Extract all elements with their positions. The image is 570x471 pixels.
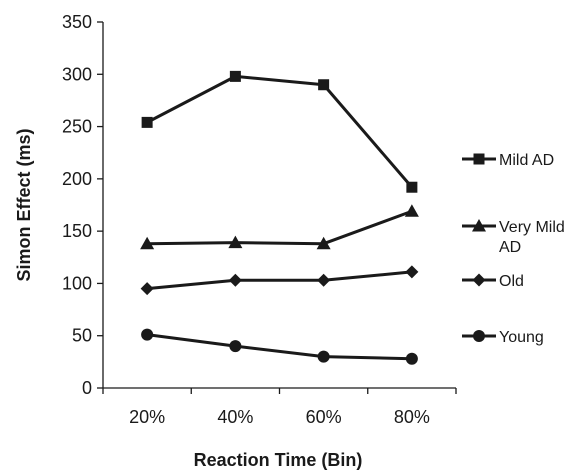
series-line-mild-ad <box>146 74 414 189</box>
data-point-very-mild-ad <box>316 236 331 250</box>
data-point-old <box>317 273 331 287</box>
y-tick-label: 150 <box>62 221 92 241</box>
y-tick-label: 350 <box>62 12 92 32</box>
legend-item-mild-ad: Mild AD <box>462 152 554 169</box>
x-tick-label: 80% <box>394 407 430 427</box>
series-very-mild-ad <box>140 204 419 250</box>
y-tick-label: 0 <box>82 378 92 398</box>
legend-label-young: Young <box>499 329 544 346</box>
y-axis-title: Simon Effect (ms) <box>14 128 34 281</box>
data-point-young <box>317 350 330 363</box>
data-point-old <box>228 273 242 287</box>
y-tick-label: 100 <box>62 273 92 293</box>
data-point-very-mild-ad <box>228 235 243 249</box>
series-line-young <box>146 333 412 361</box>
legend-item-old: Old <box>462 273 524 290</box>
y-tick-label: 300 <box>62 64 92 84</box>
data-point-mild-ad <box>229 70 241 82</box>
data-point-mild-ad <box>406 181 418 193</box>
data-point-mild-ad <box>141 116 153 128</box>
legend-marker-mild-ad <box>473 153 485 165</box>
data-point-old <box>140 282 154 296</box>
data-point-very-mild-ad <box>404 204 419 217</box>
data-point-young <box>141 328 154 341</box>
series-mild-ad <box>141 70 418 193</box>
y-tick-label: 200 <box>62 169 92 189</box>
series-young <box>141 328 418 365</box>
legend-marker-young <box>473 330 485 342</box>
legend-item-very-mild-ad: Very Mild AD <box>462 219 565 256</box>
x-axis-title: Reaction Time (Bin) <box>194 450 363 470</box>
series-line-very-mild-ad <box>147 209 413 246</box>
data-point-young <box>229 340 242 353</box>
legend-label-very-mild-ad: Very Mild AD <box>499 219 565 256</box>
data-point-very-mild-ad <box>140 236 155 250</box>
legend-item-young: Young <box>462 329 544 346</box>
x-tick-label: 60% <box>306 407 342 427</box>
y-tick-label: 50 <box>72 326 92 346</box>
axes: 0 50 100 150 200 250 300 350 20% 40% 60% 80% <box>62 12 457 427</box>
y-tick-label: 250 <box>62 117 92 137</box>
series-old <box>140 265 419 296</box>
legend: Mild AD Very Mild AD Old Young <box>462 152 565 346</box>
legend-label-old: Old <box>499 273 524 290</box>
data-point-old <box>405 265 419 279</box>
legend-label-mild-ad: Mild AD <box>499 152 554 169</box>
x-tick-label: 40% <box>217 407 253 427</box>
data-point-young <box>405 352 418 365</box>
data-point-mild-ad <box>318 79 330 91</box>
x-tick-label: 20% <box>129 407 165 427</box>
series-line-old <box>146 270 413 291</box>
series-layer <box>140 70 419 365</box>
legend-marker-old <box>472 273 486 287</box>
legend-marker-very-mild-ad <box>472 219 486 232</box>
